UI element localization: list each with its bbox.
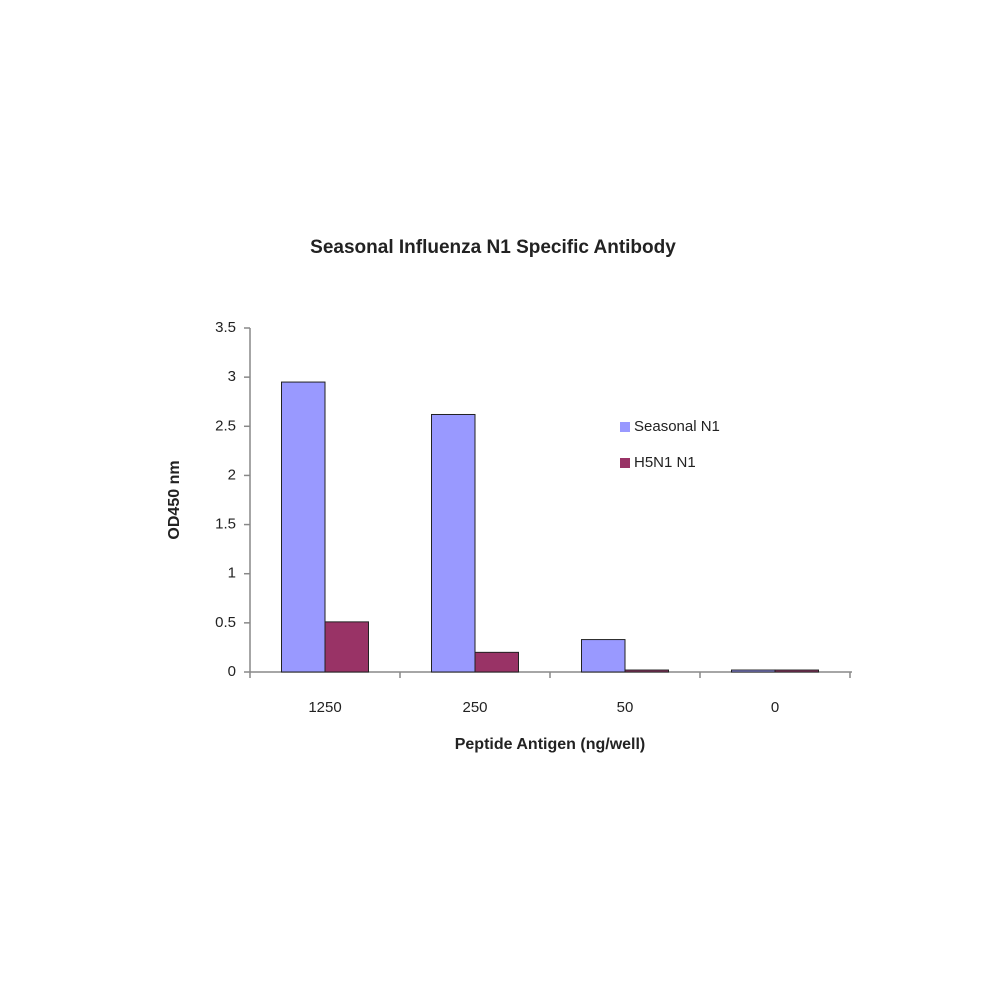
legend-swatch bbox=[620, 422, 630, 432]
bar bbox=[774, 669, 819, 673]
y-tick-label: 3.5 bbox=[215, 319, 236, 336]
legend-label: Seasonal N1 bbox=[634, 418, 720, 435]
y-tick-label: 2.5 bbox=[215, 417, 236, 434]
bar bbox=[324, 621, 369, 673]
bar bbox=[731, 669, 776, 673]
y-axis-title: OD450 nm bbox=[166, 460, 183, 539]
bar bbox=[581, 639, 626, 673]
legend-label: H5N1 N1 bbox=[634, 454, 696, 471]
y-tick-label: 1 bbox=[228, 565, 236, 582]
chart-title: Seasonal Influenza N1 Specific Antibody bbox=[310, 237, 676, 258]
legend-swatch bbox=[620, 458, 630, 468]
bar bbox=[624, 669, 669, 673]
x-tick-label: 50 bbox=[617, 699, 634, 716]
y-tick-label: 0.5 bbox=[215, 614, 236, 631]
x-tick-label: 0 bbox=[771, 699, 779, 716]
x-tick-label: 250 bbox=[462, 699, 487, 716]
y-tick-label: 0 bbox=[228, 663, 236, 680]
bar bbox=[474, 651, 519, 673]
y-tick-label: 2 bbox=[228, 466, 236, 483]
bar bbox=[281, 381, 326, 673]
y-tick-label: 3 bbox=[228, 368, 236, 385]
x-tick-label: 1250 bbox=[308, 699, 341, 716]
y-tick-label: 1.5 bbox=[215, 516, 236, 533]
bar bbox=[431, 413, 476, 673]
x-axis-title: Peptide Antigen (ng/well) bbox=[455, 736, 646, 753]
